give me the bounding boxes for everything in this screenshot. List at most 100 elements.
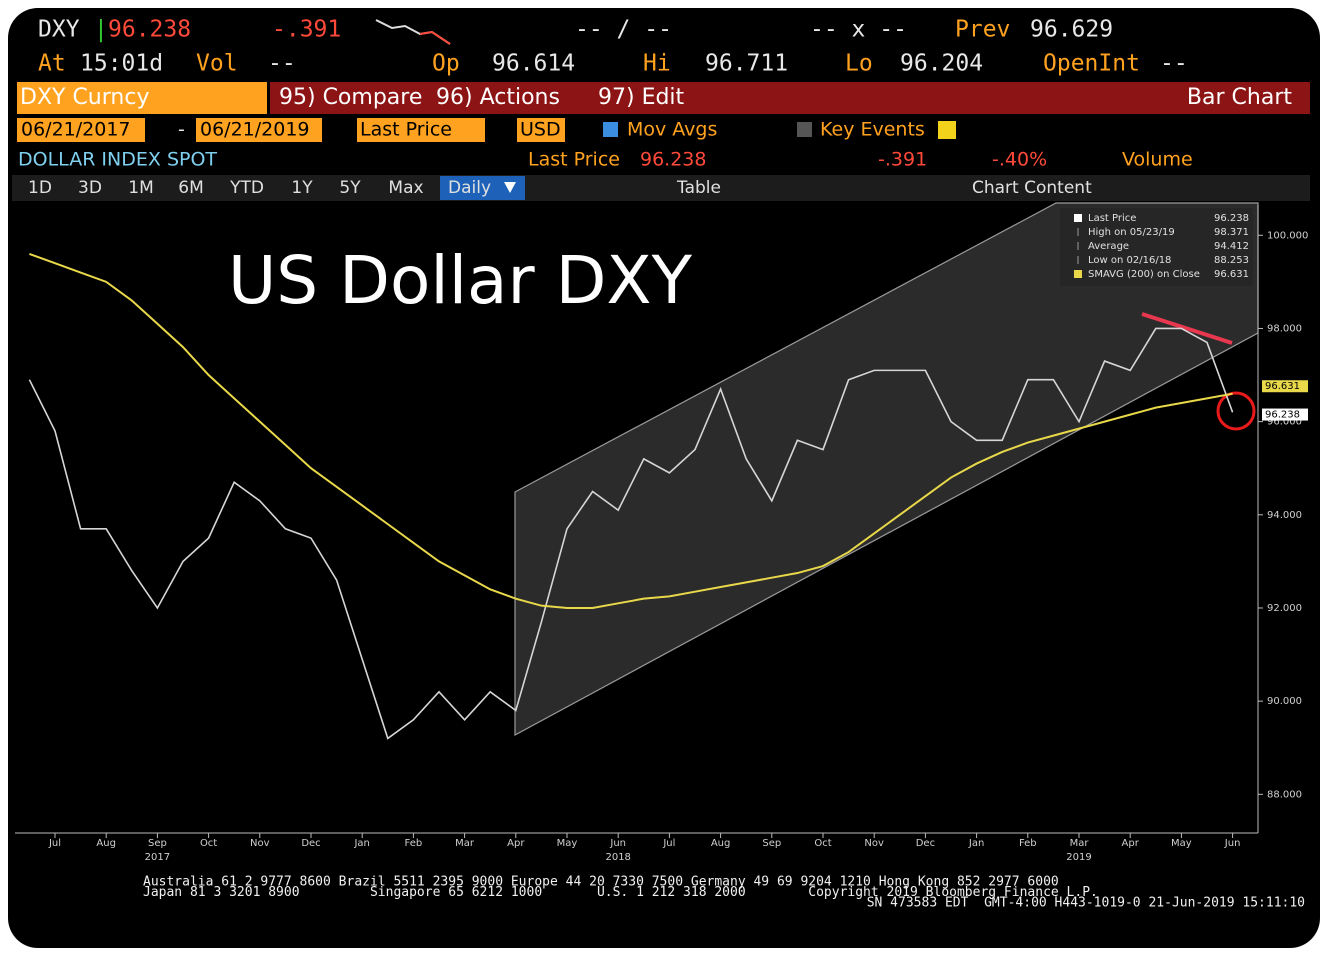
high-label: Hi	[643, 51, 671, 77]
x-tick-label: Nov	[864, 838, 884, 849]
dropdown-arrow	[504, 182, 516, 193]
info-pct: -.40%	[992, 149, 1047, 171]
x-tick-label: Jan	[353, 838, 369, 849]
x-tick-label: Dec	[301, 838, 320, 849]
year-label: 2018	[605, 852, 630, 863]
bid-ask: -- / --	[575, 17, 672, 43]
timeframe-tab[interactable]: 1D	[28, 178, 52, 198]
legend-value: 98.371	[1214, 227, 1249, 238]
tab-bar	[12, 175, 1310, 201]
x-tick-label: Sep	[762, 838, 781, 849]
y-tick-label: 92.000	[1267, 603, 1302, 614]
x-tick-label: Dec	[916, 838, 935, 849]
x-tick-label: May	[557, 838, 578, 849]
low-label: Lo	[845, 51, 873, 77]
mov-avgs-checkbox[interactable]	[603, 122, 618, 137]
x-tick-label: Jul	[662, 838, 675, 849]
legend-label: High on 05/23/19	[1088, 227, 1175, 238]
legend-value: 88.253	[1214, 255, 1249, 266]
ticker: DXY	[38, 17, 80, 43]
series-line	[28, 327, 1234, 740]
bid-ask-size: -- x --	[810, 17, 907, 43]
x-tick-label: May	[1171, 838, 1192, 849]
sparkline-down	[419, 30, 451, 45]
timeframe-tab[interactable]: 1Y	[291, 178, 313, 198]
x-tick-label: Apr	[1122, 838, 1140, 849]
prev-value: 96.629	[1030, 17, 1113, 43]
open-label: Op	[432, 51, 460, 77]
legend-value: 94.412	[1214, 241, 1249, 252]
timeframe-tab[interactable]: Max	[388, 178, 423, 198]
compare-button[interactable]: 95) Compare	[279, 85, 422, 110]
year-label: 2019	[1066, 852, 1091, 863]
currency-box[interactable]	[517, 118, 565, 142]
x-tick-label: Jul	[48, 838, 61, 849]
field: Last Price	[360, 119, 452, 141]
y-tick-label: 90.000	[1267, 696, 1302, 707]
vol: --	[268, 51, 296, 77]
x-tick-label: Jun	[609, 838, 626, 849]
last-value-tag	[1262, 408, 1308, 421]
x-tick-label: Mar	[1070, 838, 1090, 849]
x-tick-label: Apr	[507, 838, 525, 849]
start-date-box[interactable]	[17, 118, 145, 142]
currency: USD	[520, 119, 561, 141]
timeframe-tab[interactable]: 1M	[128, 178, 153, 198]
prev-label: Prev	[955, 17, 1010, 43]
key-events: Key Events	[820, 119, 925, 141]
footer-line: SN 473583 EDT GMT-4:00 H443-1019-0 21-Ju…	[867, 896, 1305, 911]
last-value-tag-label: 96.238	[1265, 410, 1300, 421]
last-price: 96.238	[108, 17, 191, 43]
x-tick-label: Feb	[405, 838, 423, 849]
open: 96.614	[492, 51, 575, 77]
oi: --	[1160, 51, 1188, 77]
end-date-box[interactable]	[196, 118, 322, 142]
table-button[interactable]: Table	[676, 178, 721, 198]
x-tick-label: Feb	[1019, 838, 1037, 849]
info-volume: Volume	[1122, 149, 1193, 171]
y-tick-label: 100.000	[1267, 230, 1308, 241]
field-box[interactable]	[357, 118, 485, 142]
chart-type: Bar Chart	[1187, 85, 1292, 110]
separator: |	[94, 17, 108, 43]
legend-label: SMAVG (200) on Close	[1088, 269, 1200, 280]
legend-label: Low on 02/16/18	[1088, 255, 1171, 266]
x-tick-label: Aug	[96, 838, 116, 849]
timeframe-tab[interactable]: YTD	[229, 178, 264, 198]
info-icon[interactable]	[938, 121, 956, 139]
toolbar-bar	[270, 82, 1310, 114]
oi-label: OpenInt	[1043, 51, 1140, 77]
timeframe-tab[interactable]: 5Y	[339, 178, 361, 198]
legend-value: 96.631	[1214, 269, 1249, 280]
net-change: -.391	[272, 17, 341, 43]
chart-content-button[interactable]: Chart Content	[972, 178, 1092, 198]
y-tick-label: 98.000	[1267, 323, 1302, 334]
at-label: At	[38, 51, 66, 77]
x-tick-label: Aug	[711, 838, 731, 849]
legend-swatch	[1074, 214, 1082, 222]
x-tick-label: Sep	[148, 838, 167, 849]
timeframe-tab[interactable]: 6M	[178, 178, 203, 198]
footer-line: Australia 61 2 9777 8600 Brazil 5511 239…	[143, 875, 1059, 890]
timeframe-tab[interactable]: Daily	[448, 178, 491, 198]
legend-label: Last Price	[1088, 213, 1136, 224]
key-events-checkbox[interactable]	[797, 122, 812, 137]
last-value-tag	[1262, 380, 1308, 393]
edit-button[interactable]: 97) Edit	[598, 85, 685, 110]
vol-label: Vol	[196, 51, 238, 77]
info-change: -.391	[878, 149, 927, 171]
timeframe-tab[interactable]: 3D	[78, 178, 102, 198]
end-date: 06/21/2019	[200, 119, 310, 141]
info-last: 96.238	[640, 149, 706, 171]
x-tick-label: Oct	[814, 838, 831, 849]
year-label: 2017	[145, 852, 170, 863]
legend-label: Average	[1088, 241, 1129, 252]
highlight-circle	[1216, 391, 1256, 431]
actions-button[interactable]: 96) Actions	[436, 85, 560, 110]
security-box[interactable]	[17, 82, 267, 114]
y-tick-label: 94.000	[1267, 510, 1302, 521]
chart-title: US Dollar DXY	[228, 242, 693, 319]
security: DXY Curncy	[20, 85, 149, 110]
date-dash: -	[178, 119, 185, 141]
